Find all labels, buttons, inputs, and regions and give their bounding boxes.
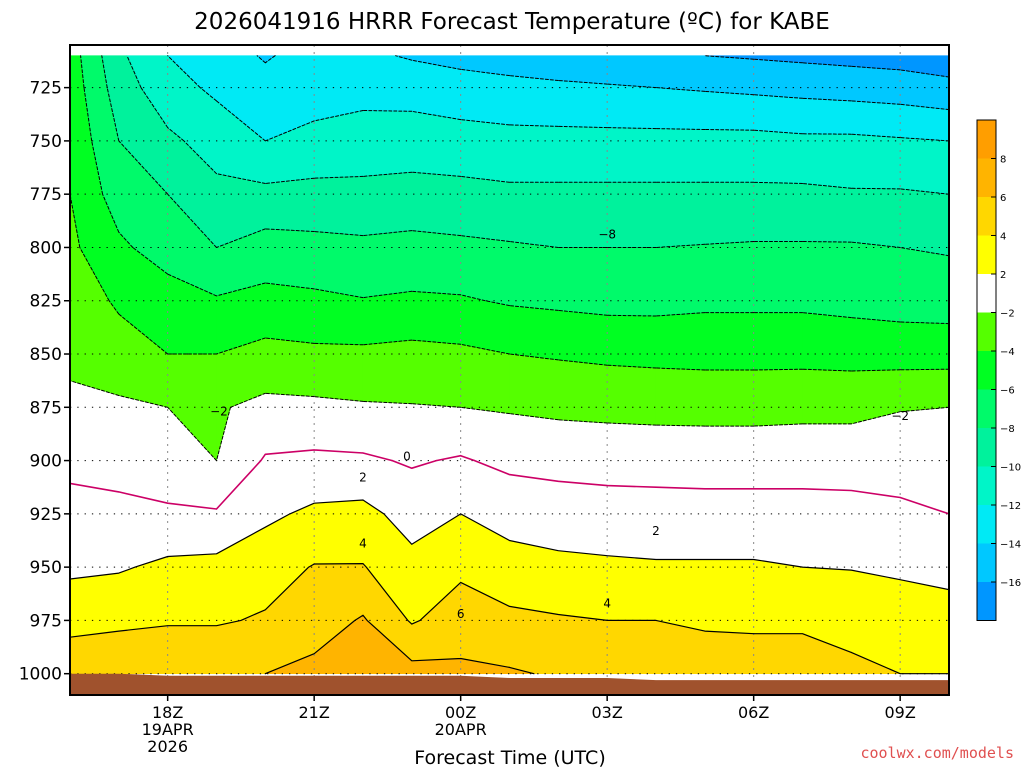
contour--16 (704, 55, 949, 78)
y-tick-label-10: 975 (30, 611, 62, 631)
x-tick-label-4-0: 06Z (738, 703, 769, 722)
contour-label-2: 2 (359, 471, 367, 485)
contour-label-4: 2 (652, 524, 660, 538)
colorbar-swatch-6 (977, 351, 996, 390)
contour-label-1: 0 (403, 449, 411, 463)
colorbar-label-4: −2 (1000, 309, 1015, 320)
colorbar-swatch-3 (977, 235, 996, 274)
y-tick-label-5: 850 (30, 345, 62, 365)
colorbar-swatch-0 (977, 120, 996, 159)
contour-4 (70, 563, 949, 675)
contour-label-6: 6 (457, 607, 465, 621)
colorbar-swatch-12 (977, 582, 996, 621)
contour-label-0: −2 (210, 405, 228, 419)
contour--8 (101, 55, 949, 257)
colorbar-swatch-9 (977, 466, 996, 505)
ground-surface (70, 673, 949, 695)
y-tick-label-4: 825 (30, 292, 62, 312)
x-tick-label-0-1: 19APR (142, 720, 194, 739)
colorbar-label-11: −16 (1000, 578, 1021, 589)
colorbar-label-7: −8 (1000, 424, 1015, 435)
colorbar-label-1: 6 (1000, 193, 1006, 204)
colorbar-swatch-5 (977, 312, 996, 351)
colorbar-frame (976, 119, 997, 621)
temperature-fill (70, 54, 949, 675)
contour-labels: −2 0 2 4 2 4 6 −8 −2 (210, 228, 909, 621)
colorbar-label-9: −12 (1000, 501, 1021, 512)
x-tick-label-0-2: 2026 (147, 737, 188, 756)
y-tick-label-2: 775 (30, 185, 62, 205)
contour-label-5: 4 (603, 596, 611, 610)
y-tick-label-11: 1000 (19, 665, 62, 685)
contour-lines (70, 55, 949, 675)
y-tick-label-9: 950 (30, 558, 62, 578)
colorbar-swatch-1 (977, 158, 996, 197)
plot-frame (69, 44, 950, 696)
credit-text: coolwx.com/models (860, 744, 1014, 762)
contour-label-3: 4 (359, 537, 367, 551)
colorbar-swatch-8 (977, 428, 996, 467)
colorbar-swatch-10 (977, 505, 996, 544)
y-tick-label-1: 750 (30, 132, 62, 152)
chart-title: 2026041916 HRRR Forecast Temperature (ºC… (194, 9, 830, 35)
x-tick-label-2-0: 00Z (445, 703, 476, 722)
colorbar-label-6: −6 (1000, 386, 1015, 397)
colorbar-label-5: −4 (1000, 347, 1015, 358)
colorbar-label-0: 8 (1000, 155, 1006, 166)
colorbar: 8 6 4 2 −2 −4 −6 −8 −10 −12 −14 −16 (976, 119, 1021, 621)
x-tick-label-0-0: 18Z (152, 703, 183, 722)
colorbar-swatch-11 (977, 543, 996, 582)
contour--14 (256, 55, 949, 111)
colorbar-label-2: 4 (1000, 232, 1006, 243)
colorbar-label-3: 2 (1000, 270, 1006, 281)
y-tick-label-6: 875 (30, 398, 62, 418)
contour-label-8: −2 (891, 409, 909, 423)
colorbar-label-8: −10 (1000, 463, 1021, 474)
fill-band-12 (704, 55, 949, 78)
contour--12 (167, 55, 949, 142)
y-tick-label-3: 800 (30, 238, 62, 258)
contour--6 (80, 55, 949, 325)
colorbar-label-10: −14 (1000, 540, 1021, 551)
contour--10 (126, 55, 949, 195)
x-tick-label-2-1: 20APR (435, 720, 487, 739)
x-tick-label-3-0: 03Z (592, 703, 623, 722)
colorbar-swatch-4 (977, 274, 996, 313)
colorbar-swatch-2 (977, 197, 996, 236)
contour-label-7: −8 (598, 228, 616, 242)
contour-6 (264, 614, 535, 675)
y-tick-label-8: 925 (30, 505, 62, 525)
y-tick-label-0: 725 (30, 79, 62, 99)
x-tick-label-1-0: 21Z (299, 703, 330, 722)
y-axis: 725 750 775 800 825 850 875 900 925 950 975 1000 (19, 79, 70, 685)
contour--2 (70, 380, 949, 462)
contour--4 (70, 193, 949, 372)
contour-0 (70, 449, 949, 515)
y-tick-label-7: 900 (30, 452, 62, 472)
colorbar-swatch-7 (977, 389, 996, 428)
x-axis-label: Forecast Time (UTC) (414, 747, 605, 768)
x-tick-label-5-0: 09Z (885, 703, 916, 722)
contour-2 (70, 499, 949, 591)
